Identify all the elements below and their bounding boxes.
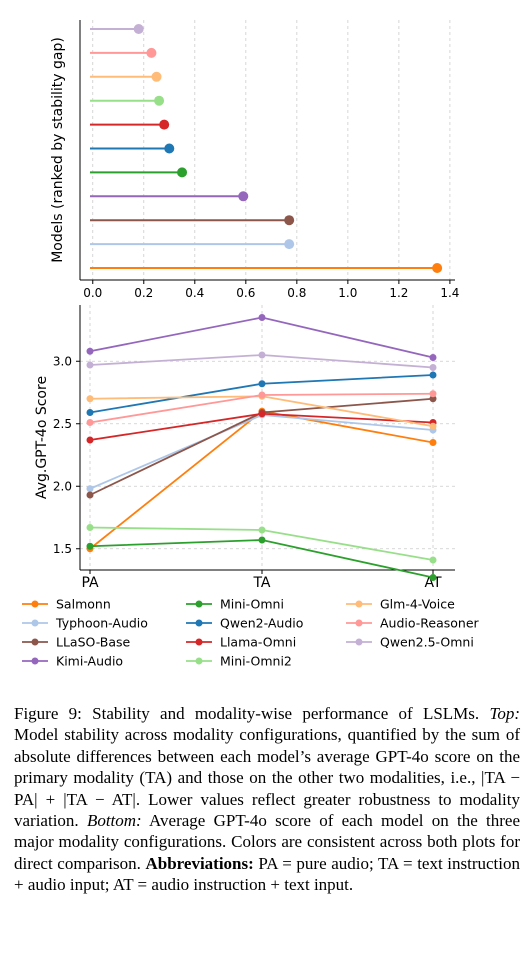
data-point-mini-omni [429, 574, 437, 581]
legend-label-typhoon-audio: Typhoon-Audio [55, 616, 148, 631]
legend-swatch-marker-audio-reasoner [355, 619, 363, 627]
legend-label-kimi-audio: Kimi-Audio [56, 654, 123, 669]
data-point-glm-4-voice [86, 395, 94, 403]
data-point-llama-omni [258, 410, 266, 418]
legend-label-llama-omni: Llama-Omni [220, 635, 296, 650]
point-salmonn [432, 263, 443, 273]
caption-label: Figure 9: [14, 704, 82, 723]
series-line-kimi-audio [89, 316, 434, 359]
x-tick-label: 1.2 [389, 286, 408, 300]
data-point-qwen2-5-omni [429, 364, 437, 371]
legend-swatch-marker-mini-omni2 [195, 657, 203, 665]
legend-label-glm-4-voice: Glm-4-Voice [380, 597, 455, 612]
caption-abbrev-label: Abbreviations: [145, 853, 254, 873]
data-point-mini-omni [86, 542, 94, 550]
x-tick-label: AT [424, 575, 441, 591]
legend-label-llaso-base: LLaSO-Base [56, 635, 131, 650]
data-point-audio-reasoner [86, 419, 94, 426]
caption-title: Stability and modality-wise performance … [81, 704, 490, 723]
data-point-qwen2-5-omni [86, 361, 94, 369]
legend-label-salmonn: Salmonn [56, 597, 111, 612]
y-tick-label: 2.5 [53, 417, 72, 431]
legend-swatch-marker-qwen2-audio [195, 619, 203, 627]
legend-label-qwen2-5-omni: Qwen2.5-Omni [380, 635, 474, 650]
stability-plot: 0.0 0.2 0.4 0.6 0.8 1.0 1.2 1.4 Models (ranked b… [50, 20, 459, 300]
data-point-qwen2-audio [258, 380, 266, 388]
legend-swatch-marker-qwen2-5-omni [355, 638, 363, 646]
x-tick-label: 0.0 [83, 286, 102, 300]
data-point-glm-4-voice [429, 422, 437, 430]
legend-swatch-marker-typhoon-audio [31, 619, 39, 627]
data-point-mini-omni2 [258, 526, 266, 534]
figure: 0.0 0.2 0.4 0.6 0.8 1.0 1.2 1.4 Models (ranked b… [22, 20, 480, 669]
legend-label-qwen2-audio: Qwen2-Audio [220, 616, 303, 631]
data-point-mini-omni2 [86, 524, 94, 531]
x-tick-label: 1.0 [338, 286, 357, 300]
legend-swatch-marker-llama-omni [195, 638, 203, 646]
x-tick-label: TA [252, 575, 270, 591]
data-point-audio-reasoner [429, 390, 437, 398]
y-axis-label: Models (ranked by stability gap) [50, 37, 66, 263]
data-point-llaso-base [429, 395, 437, 403]
point-mini-omni [177, 167, 188, 178]
series-line-typhoon-audio [89, 414, 434, 490]
caption-bottom-text: Average GPT-4o score of each model on th… [14, 811, 521, 873]
legend-label-mini-omni: Mini-Omni [220, 597, 284, 612]
legend-label-mini-omni2: Mini-Omni2 [220, 654, 292, 669]
x-tick-label: 0.2 [134, 286, 153, 300]
legend-swatch-marker-glm-4-voice [355, 600, 363, 608]
legend-swatch-marker-llaso-base [31, 638, 39, 646]
caption-bottom-label: Bottom: [86, 811, 142, 831]
data-point-llama-omni [86, 436, 94, 444]
y-tick-label: 2.0 [53, 479, 72, 493]
x-tick-label: 1.4 [440, 286, 459, 300]
point-llaso-base [284, 215, 295, 226]
data-point-qwen2-audio [86, 409, 94, 416]
y-tick-label: 3.0 [53, 354, 72, 368]
legend-swatch-marker-salmonn [31, 600, 39, 608]
data-point-qwen2-5-omni [258, 351, 266, 359]
data-point-kimi-audio [258, 314, 266, 321]
data-point-llaso-base [86, 491, 94, 499]
x-tick-label: 0.4 [185, 286, 204, 300]
point-llama-omni [159, 119, 170, 130]
data-point-kimi-audio [86, 347, 94, 355]
point-typhoon-audio [284, 239, 295, 250]
point-audio-reasoner [146, 47, 157, 58]
data-point-mini-omni2 [429, 556, 437, 564]
data-point-kimi-audio [429, 354, 437, 361]
caption-top-text: Model stability across modality configur… [14, 725, 520, 831]
y-axis-label: Avg.GPT-4o Score [34, 376, 50, 499]
legend-label-audio-reasoner: Audio-Reasoner [380, 616, 480, 631]
score-plot: 1.5 2.0 2.5 3.0 PA TA AT Avg.GPT-4o Score [34, 305, 455, 591]
data-point-typhoon-audio [86, 485, 94, 493]
x-tick-label: 0.8 [287, 286, 306, 300]
caption-abbrev-text: PA = pure audio; TA = text instruction +… [14, 853, 521, 895]
legend-swatch-marker-mini-omni [195, 600, 203, 608]
x-tick-label: 0.6 [236, 286, 255, 300]
legend: Salmonn Typhoon-Audio LLaSO-Base Kimi-Audio… [22, 597, 480, 669]
point-qwen2-5-omni [133, 24, 144, 34]
point-kimi-audio [238, 191, 249, 202]
point-glm-4-voice [151, 71, 162, 82]
data-point-salmonn [429, 439, 437, 446]
data-point-mini-omni [258, 536, 266, 544]
caption-top-label: Top: [489, 704, 520, 723]
data-point-audio-reasoner [258, 391, 266, 399]
y-tick-label: 1.5 [53, 542, 72, 556]
x-tick-label: PA [81, 575, 99, 591]
point-mini-omni2 [154, 95, 165, 106]
data-point-qwen2-audio [429, 371, 437, 379]
point-qwen2-audio [164, 143, 175, 154]
figure-caption: Figure 9: Stability and modality-wise pe… [14, 703, 520, 896]
legend-swatch-marker-kimi-audio [31, 657, 39, 665]
